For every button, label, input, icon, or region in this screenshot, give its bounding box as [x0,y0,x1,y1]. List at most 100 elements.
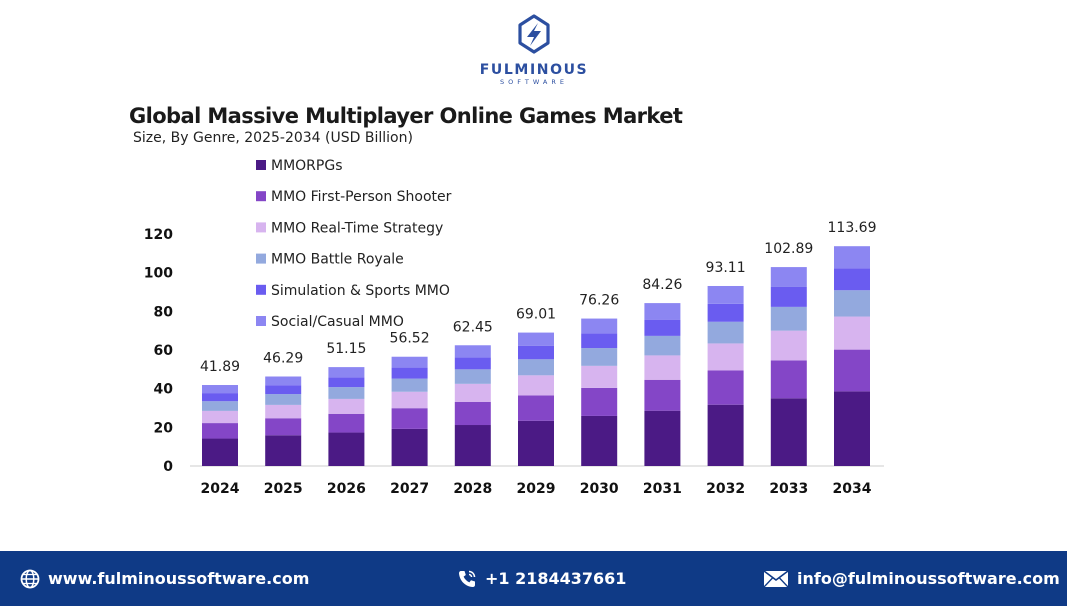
bar-segment [265,435,302,466]
x-tick-label: 2025 [264,481,303,497]
bar-segment [834,246,870,269]
bar-segment [391,391,428,409]
bar-total-label: 76.26 [579,293,619,309]
footer-phone-text: +1 2184437661 [485,569,627,588]
stacked-bar-chart: Global Massive Multiplayer Online Games … [129,104,884,497]
bar-stack-2027: 56.52 [390,331,430,466]
footer-website[interactable]: www.fulminoussoftware.com [20,551,309,606]
bar-segment [707,343,744,371]
bar-segment [770,360,807,399]
bar-stack-2028: 62.45 [453,319,493,466]
bar-stack-2031: 84.26 [642,277,683,466]
bar-segment [265,385,302,395]
brand-logo: FULMINOUS SOFTWARE [470,12,598,88]
bar-segment [834,391,870,466]
bar-segment [581,333,618,349]
bar-segment [202,393,238,402]
x-tick-label: 2026 [327,481,366,497]
bar-segment [581,365,618,388]
x-tick-label: 2032 [706,481,745,497]
bar-segment [770,267,807,287]
bar-total-label: 56.52 [390,331,430,347]
legend-swatch [256,191,266,202]
bar-total-label: 113.69 [828,220,877,236]
bar-segment [328,387,365,399]
bar-segment [391,428,428,466]
bar-stack-2030: 76.26 [579,293,619,466]
bar-segment [834,268,870,291]
bar-stack-2029: 69.01 [516,307,556,466]
legend-label: MMO Real-Time Strategy [271,220,443,236]
bars: 41.89 46.29 51.15 56.52 62.45 69.01 76.26 84.26… [200,220,877,466]
chart-subtitle: Size, By Genre, 2025-2034 (USD Billion) [133,130,413,146]
y-tick-label: 0 [163,459,173,475]
bar-segment [770,286,807,307]
bar-stack-2024: 41.89 [200,359,240,466]
bar-segment [454,402,491,426]
bar-segment [518,332,554,346]
x-tick-label: 2034 [833,481,872,497]
legend-item: MMORPGs [256,158,343,174]
phone-icon [459,570,476,587]
bar-segment [265,418,302,436]
bar-segment [391,367,428,379]
bar-segment [454,345,491,358]
y-tick-label: 40 [154,382,174,398]
bar-segment [707,404,744,466]
bar-segment [581,348,618,366]
bar-total-label: 69.01 [516,307,556,323]
bar-segment [391,356,428,368]
bar-segment [391,408,428,429]
bar-segment [707,321,744,344]
bar-segment [707,285,744,304]
y-axis: 0 20 40 60 80 100 120 [144,227,173,475]
bar-segment [328,367,365,378]
bar-segment [265,376,302,386]
x-tick-label: 2028 [453,481,492,497]
bar-segment [644,379,681,411]
bar-total-label: 102.89 [764,241,813,257]
legend-item: Simulation & Sports MMO [256,283,450,299]
bar-stack-2032: 93.11 [706,260,746,466]
bar-stack-2033: 102.89 [764,241,813,466]
y-tick-label: 120 [144,227,173,243]
footer-email-text: info@fulminoussoftware.com [797,569,1060,588]
bar-total-label: 51.15 [326,341,366,357]
bar-segment [644,410,681,466]
bar-segment [202,423,238,439]
bar-segment [454,369,491,384]
bar-segment [518,345,554,360]
bar-segment [707,303,744,322]
footer-phone[interactable]: +1 2184437661 [457,551,626,606]
bar-segment [581,415,618,466]
bar-segment [265,404,302,419]
y-tick-label: 100 [144,266,173,282]
legend-swatch [256,222,266,233]
bar-segment [834,349,870,392]
bar-segment [202,410,238,424]
brand-name: FULMINOUS [480,62,588,78]
bar-segment [391,378,428,392]
bar-segment [770,398,807,466]
bar-segment [454,357,491,370]
bar-segment [770,330,807,361]
globe-icon [20,569,40,588]
bar-total-label: 62.45 [453,319,493,335]
bar-segment [454,383,491,403]
x-tick-label: 2033 [769,481,808,497]
bar-total-label: 93.11 [706,260,746,276]
bar-segment [834,290,870,317]
bar-segment [454,425,491,466]
footer-email[interactable]: info@fulminoussoftware.com [763,551,1060,606]
legend-swatch [256,316,266,326]
bar-segment [518,359,554,376]
bar-segment [644,319,681,336]
bar-segment [581,387,618,416]
legend-item: MMO First-Person Shooter [256,189,452,205]
legend-label: MMO First-Person Shooter [271,189,452,205]
bar-segment [518,375,554,396]
bar-segment [644,355,681,380]
bar-segment [328,413,365,433]
x-tick-label: 2024 [201,481,240,497]
legend-label: MMORPGs [271,158,343,174]
